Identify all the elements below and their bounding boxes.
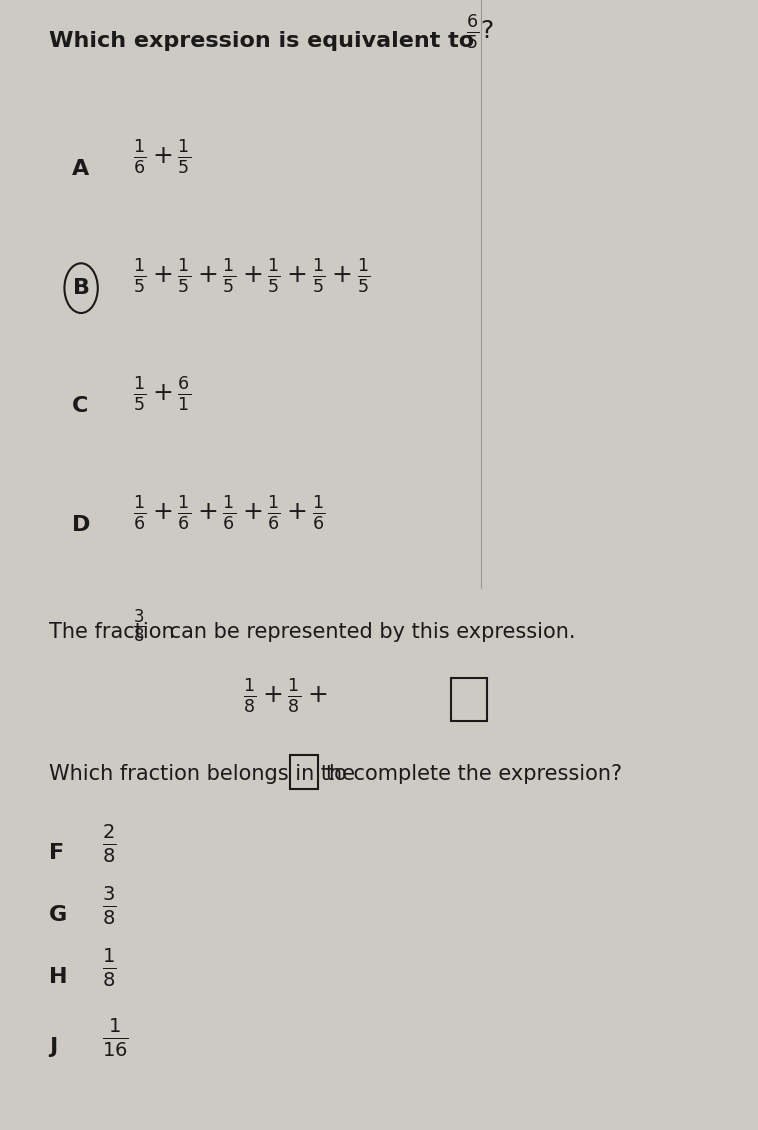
Text: can be represented by this expression.: can be represented by this expression. xyxy=(163,623,575,643)
Text: J: J xyxy=(49,1037,58,1058)
Text: C: C xyxy=(72,397,89,417)
Text: The fraction: The fraction xyxy=(49,623,181,643)
Text: F: F xyxy=(49,843,64,863)
Text: $\frac{1}{5}+\frac{6}{1}$: $\frac{1}{5}+\frac{6}{1}$ xyxy=(133,375,191,414)
Text: Which expression is equivalent to: Which expression is equivalent to xyxy=(49,32,482,52)
Text: $\frac{1}{8}+\frac{1}{8}+$: $\frac{1}{8}+\frac{1}{8}+$ xyxy=(243,677,327,715)
Text: $\frac{1}{6}+\frac{1}{6}+\frac{1}{6}+\frac{1}{6}+\frac{1}{6}$: $\frac{1}{6}+\frac{1}{6}+\frac{1}{6}+\fr… xyxy=(133,494,326,532)
Text: $\frac{1}{5}+\frac{1}{5}+\frac{1}{5}+\frac{1}{5}+\frac{1}{5}+\frac{1}{5}$: $\frac{1}{5}+\frac{1}{5}+\frac{1}{5}+\fr… xyxy=(133,257,371,295)
Text: H: H xyxy=(49,967,67,988)
Bar xyxy=(451,678,487,721)
Text: $\frac{3}{8}$: $\frac{3}{8}$ xyxy=(133,607,146,645)
Bar xyxy=(290,755,318,789)
Text: A: A xyxy=(72,159,89,180)
Text: to complete the expression?: to complete the expression? xyxy=(326,764,622,784)
Text: $\frac{1}{6}+\frac{1}{5}$: $\frac{1}{6}+\frac{1}{5}$ xyxy=(133,138,191,176)
Text: $\frac{1}{16}$: $\frac{1}{16}$ xyxy=(102,1017,129,1059)
Text: $\frac{2}{8}$: $\frac{2}{8}$ xyxy=(102,823,117,864)
Text: D: D xyxy=(72,515,90,536)
Text: Which fraction belongs in the: Which fraction belongs in the xyxy=(49,764,356,784)
Text: B: B xyxy=(73,278,89,298)
Text: $\frac{3}{8}$: $\frac{3}{8}$ xyxy=(102,885,117,927)
Text: G: G xyxy=(49,905,67,925)
Text: $\frac{1}{8}$: $\frac{1}{8}$ xyxy=(102,947,117,989)
Text: $\frac{6}{5}$?: $\frac{6}{5}$? xyxy=(466,12,494,51)
